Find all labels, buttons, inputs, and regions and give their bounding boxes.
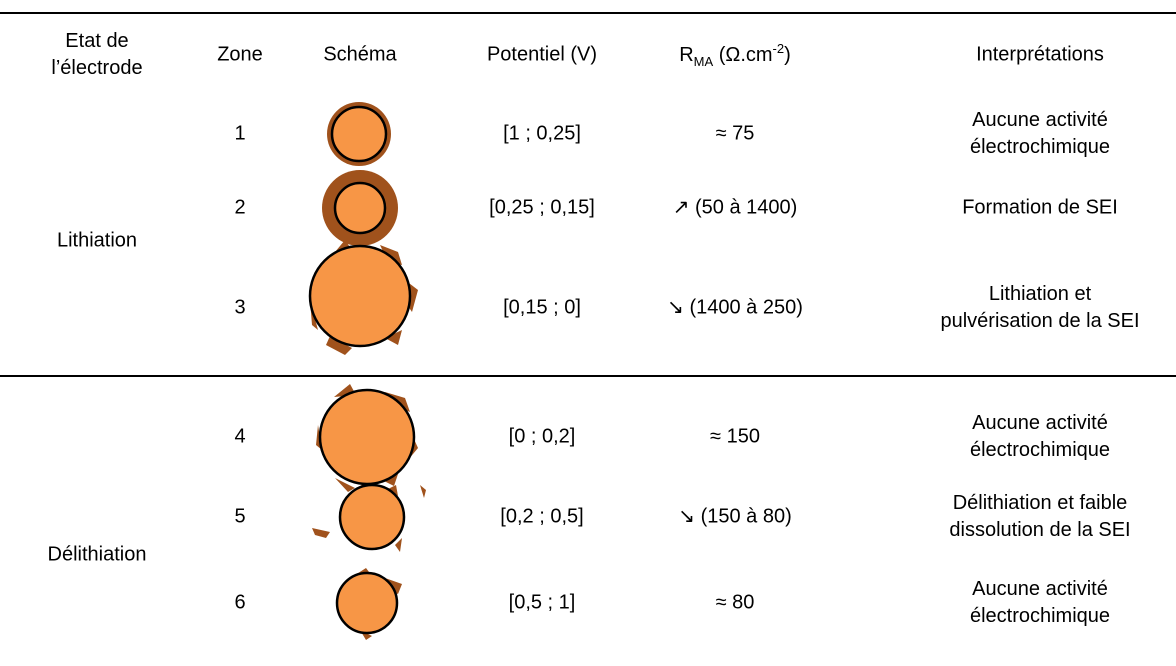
group-rule — [0, 375, 1176, 377]
rma-sub: MA — [693, 53, 714, 69]
potentiel: [0,25 ; 0,15] — [489, 196, 595, 219]
zone: 1 — [234, 122, 246, 145]
particle — [318, 388, 416, 486]
interpretation: Formation de SEI — [962, 195, 1118, 222]
header-interpretations: Interprétations — [976, 43, 1104, 66]
interpretation: Aucune activité électrochimique — [970, 107, 1110, 161]
zone: 5 — [234, 505, 246, 528]
particle — [335, 571, 399, 635]
group-label: Lithiation — [56, 229, 138, 252]
top-rule — [0, 12, 1176, 14]
r-ma: ↘ (1400 à 250) — [667, 296, 803, 319]
group-label: Délithiation — [47, 543, 147, 566]
header-line: l’électrode — [51, 57, 143, 79]
header-line: Etat de — [65, 30, 129, 52]
interpretation-line: dissolution de la SEI — [949, 519, 1131, 541]
rma-unit: (Ω.cm — [713, 43, 773, 66]
rma-symbol: R — [679, 43, 694, 66]
interpretation: Aucune activité électrochimique — [970, 576, 1110, 630]
r-ma: ≈ 150 — [710, 425, 760, 448]
interpretation-line: électrochimique — [969, 605, 1111, 627]
header-etat: Etat de l’électrode — [51, 28, 142, 82]
header-zone: Zone — [217, 43, 263, 66]
zone: 3 — [234, 296, 246, 319]
r-ma: ↘ (150 à 80) — [678, 505, 792, 528]
potentiel: [0,2 ; 0,5] — [500, 505, 584, 528]
interpretation-line: Aucune activité — [972, 578, 1108, 600]
r-ma: ≈ 75 — [715, 122, 755, 145]
interpretation: Aucune activité électrochimique — [970, 410, 1110, 464]
interpretation-line: Aucune activité — [972, 109, 1108, 131]
zone: 4 — [234, 425, 246, 448]
rma-close: ) — [784, 43, 791, 66]
interpretation-line: électrochimique — [969, 439, 1111, 461]
interpretation-line: Délithiation et faible — [952, 492, 1128, 514]
potentiel: [1 ; 0,25] — [503, 122, 581, 145]
rma-sup: -2 — [772, 41, 785, 57]
particle — [330, 105, 388, 163]
potentiel: [0,15 ; 0] — [503, 296, 581, 319]
particle — [333, 181, 387, 235]
interpretation-line: Lithiation et — [988, 283, 1092, 305]
interpretation-line: Aucune activité — [972, 412, 1108, 434]
r-ma: ≈ 80 — [715, 591, 755, 614]
header-potentiel: Potentiel (V) — [486, 43, 598, 66]
particle — [338, 483, 406, 551]
potentiel: [0,5 ; 1] — [508, 591, 576, 614]
zone: 2 — [234, 196, 246, 219]
interpretation: Lithiation et pulvérisation de la SEI — [940, 281, 1139, 335]
interpretation-line: Formation de SEI — [962, 196, 1118, 219]
zone: 6 — [234, 591, 246, 614]
r-ma: ↗ (50 à 1400) — [672, 196, 798, 219]
particle — [308, 244, 412, 348]
header-rma: RMA (Ω.cm-2) — [679, 35, 791, 75]
header-schema: Schéma — [323, 43, 397, 66]
schema-drawings — [308, 102, 426, 640]
potentiel: [0 ; 0,2] — [508, 425, 576, 448]
interpretation: Délithiation et faible dissolution de la … — [949, 490, 1130, 544]
interpretation-line: électrochimique — [969, 136, 1111, 158]
interpretation-line: pulvérisation de la SEI — [940, 310, 1140, 332]
